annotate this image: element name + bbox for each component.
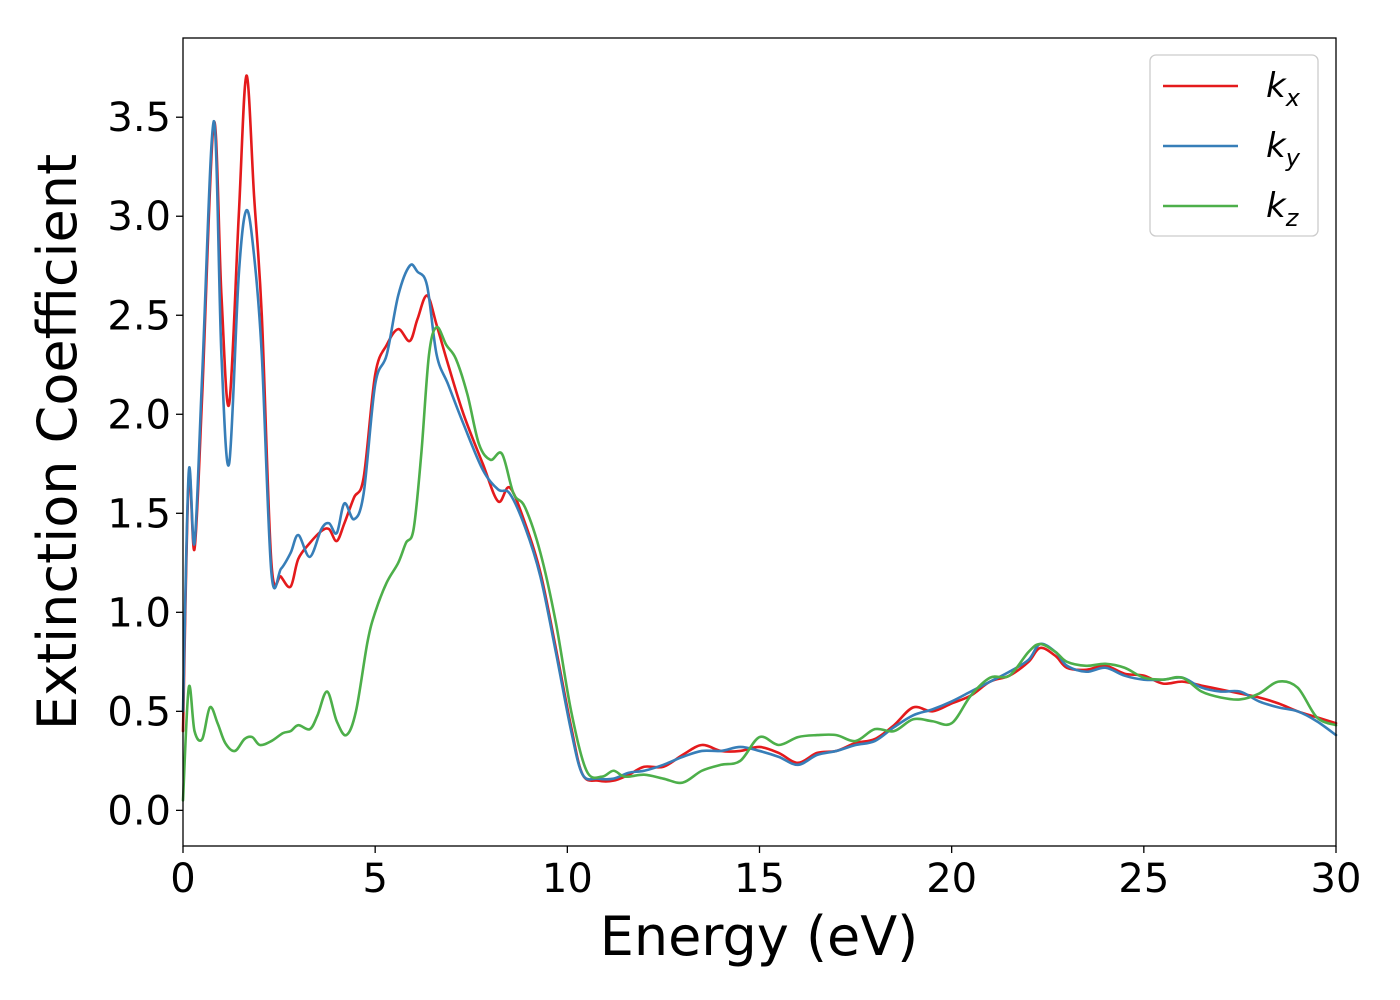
legend-label-y: ky [1266,126,1301,172]
legend-label-x: kx [1266,66,1301,112]
series-line-z [181,325,1338,802]
x-tick-label: 5 [362,856,387,902]
x-tick-label: 20 [926,856,977,902]
y-tick-label: 1.5 [107,491,171,537]
x-tick-label: 30 [1311,856,1362,902]
y-tick-label: 3.0 [107,194,171,240]
x-tick-label: 15 [734,856,785,902]
y-tick-label: 1.0 [107,590,171,636]
y-tick-label: 3.5 [107,95,171,141]
y-tick-label: 0.5 [107,689,171,735]
series-line-y [181,119,1338,781]
legend: kx ky kz [1149,54,1319,237]
y-tick-label: 2.0 [107,392,171,438]
x-axis-title: Energy (eV) [600,905,919,968]
x-axis: 0 5 10 15 20 25 30 [170,846,1361,902]
x-tick-label: 25 [1118,856,1169,902]
y-axis-title: Extinction Coefficient [26,154,89,730]
legend-label-z: kz [1266,186,1300,232]
x-tick-label: 10 [542,856,593,902]
y-axis: 0.0 0.5 1.0 1.5 2.0 2.5 3.0 3.5 [107,95,183,834]
series-layer [181,74,1338,802]
x-tick-label: 0 [170,856,195,902]
y-tick-label: 0.0 [107,788,171,834]
y-tick-label: 2.5 [107,293,171,339]
